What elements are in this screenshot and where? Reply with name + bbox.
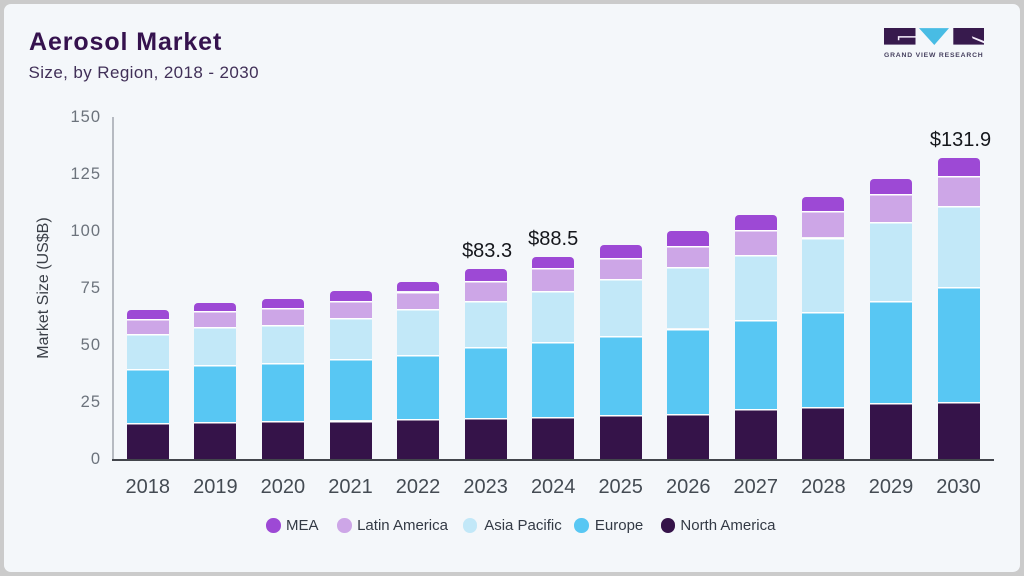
svg-text:GRAND VIEW RESEARCH: GRAND VIEW RESEARCH [884,52,984,59]
